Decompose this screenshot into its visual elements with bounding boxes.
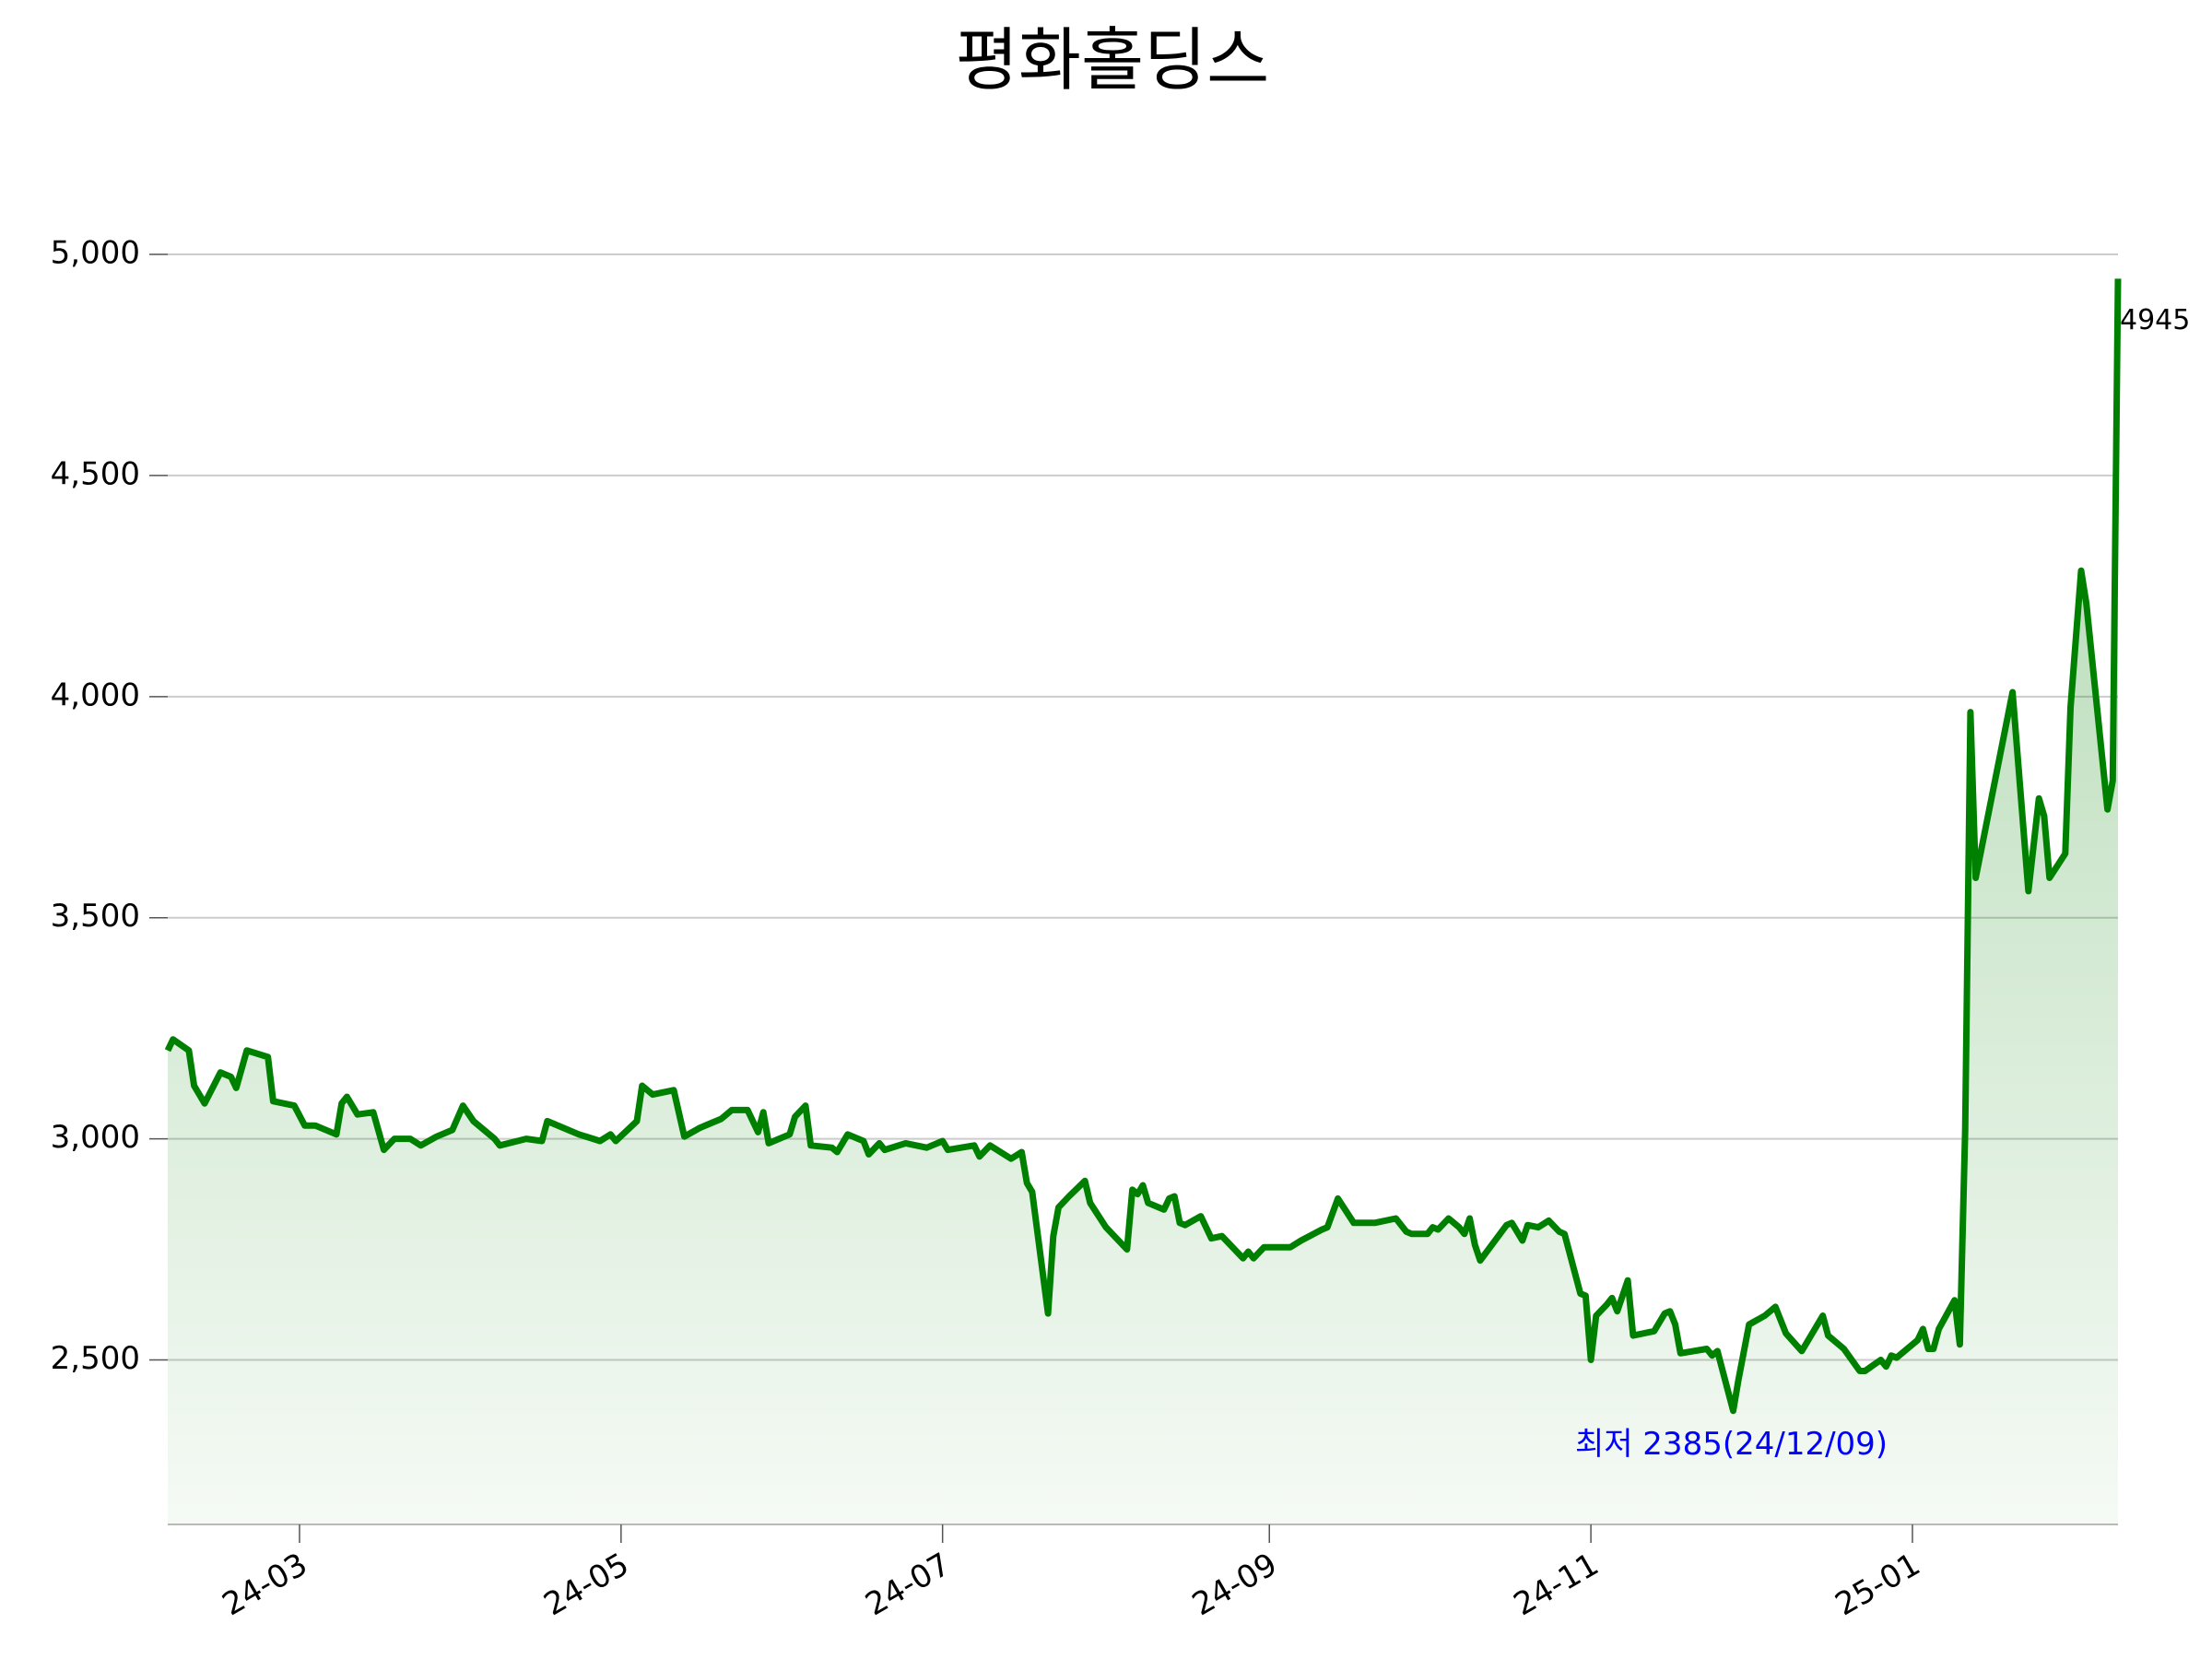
x-tick-label: 24-05 bbox=[538, 1546, 636, 1623]
y-tick-label: 3,500 bbox=[51, 898, 140, 935]
y-tick-label: 3,000 bbox=[51, 1119, 140, 1156]
x-tick-label: 24-03 bbox=[217, 1546, 314, 1623]
x-tick-label: 24-11 bbox=[1508, 1546, 1606, 1623]
area bbox=[168, 278, 2118, 1524]
y-tick-label: 2,500 bbox=[51, 1340, 140, 1377]
last-value-label: 4945 bbox=[2120, 304, 2190, 336]
x-tick-label: 24-07 bbox=[859, 1546, 957, 1623]
min-annotation: 최저 2385(24/12/09) bbox=[1575, 1426, 1888, 1463]
y-tick-label: 4,500 bbox=[51, 455, 140, 492]
chart-title: 평화홀딩스 bbox=[956, 21, 1269, 100]
line bbox=[164, 278, 2122, 1415]
y-tick-label: 5,000 bbox=[51, 235, 140, 272]
y-tick-label: 4,000 bbox=[51, 677, 140, 713]
x-tick-label: 24-09 bbox=[1186, 1546, 1284, 1623]
x-tick-label: 25-01 bbox=[1830, 1546, 1927, 1623]
